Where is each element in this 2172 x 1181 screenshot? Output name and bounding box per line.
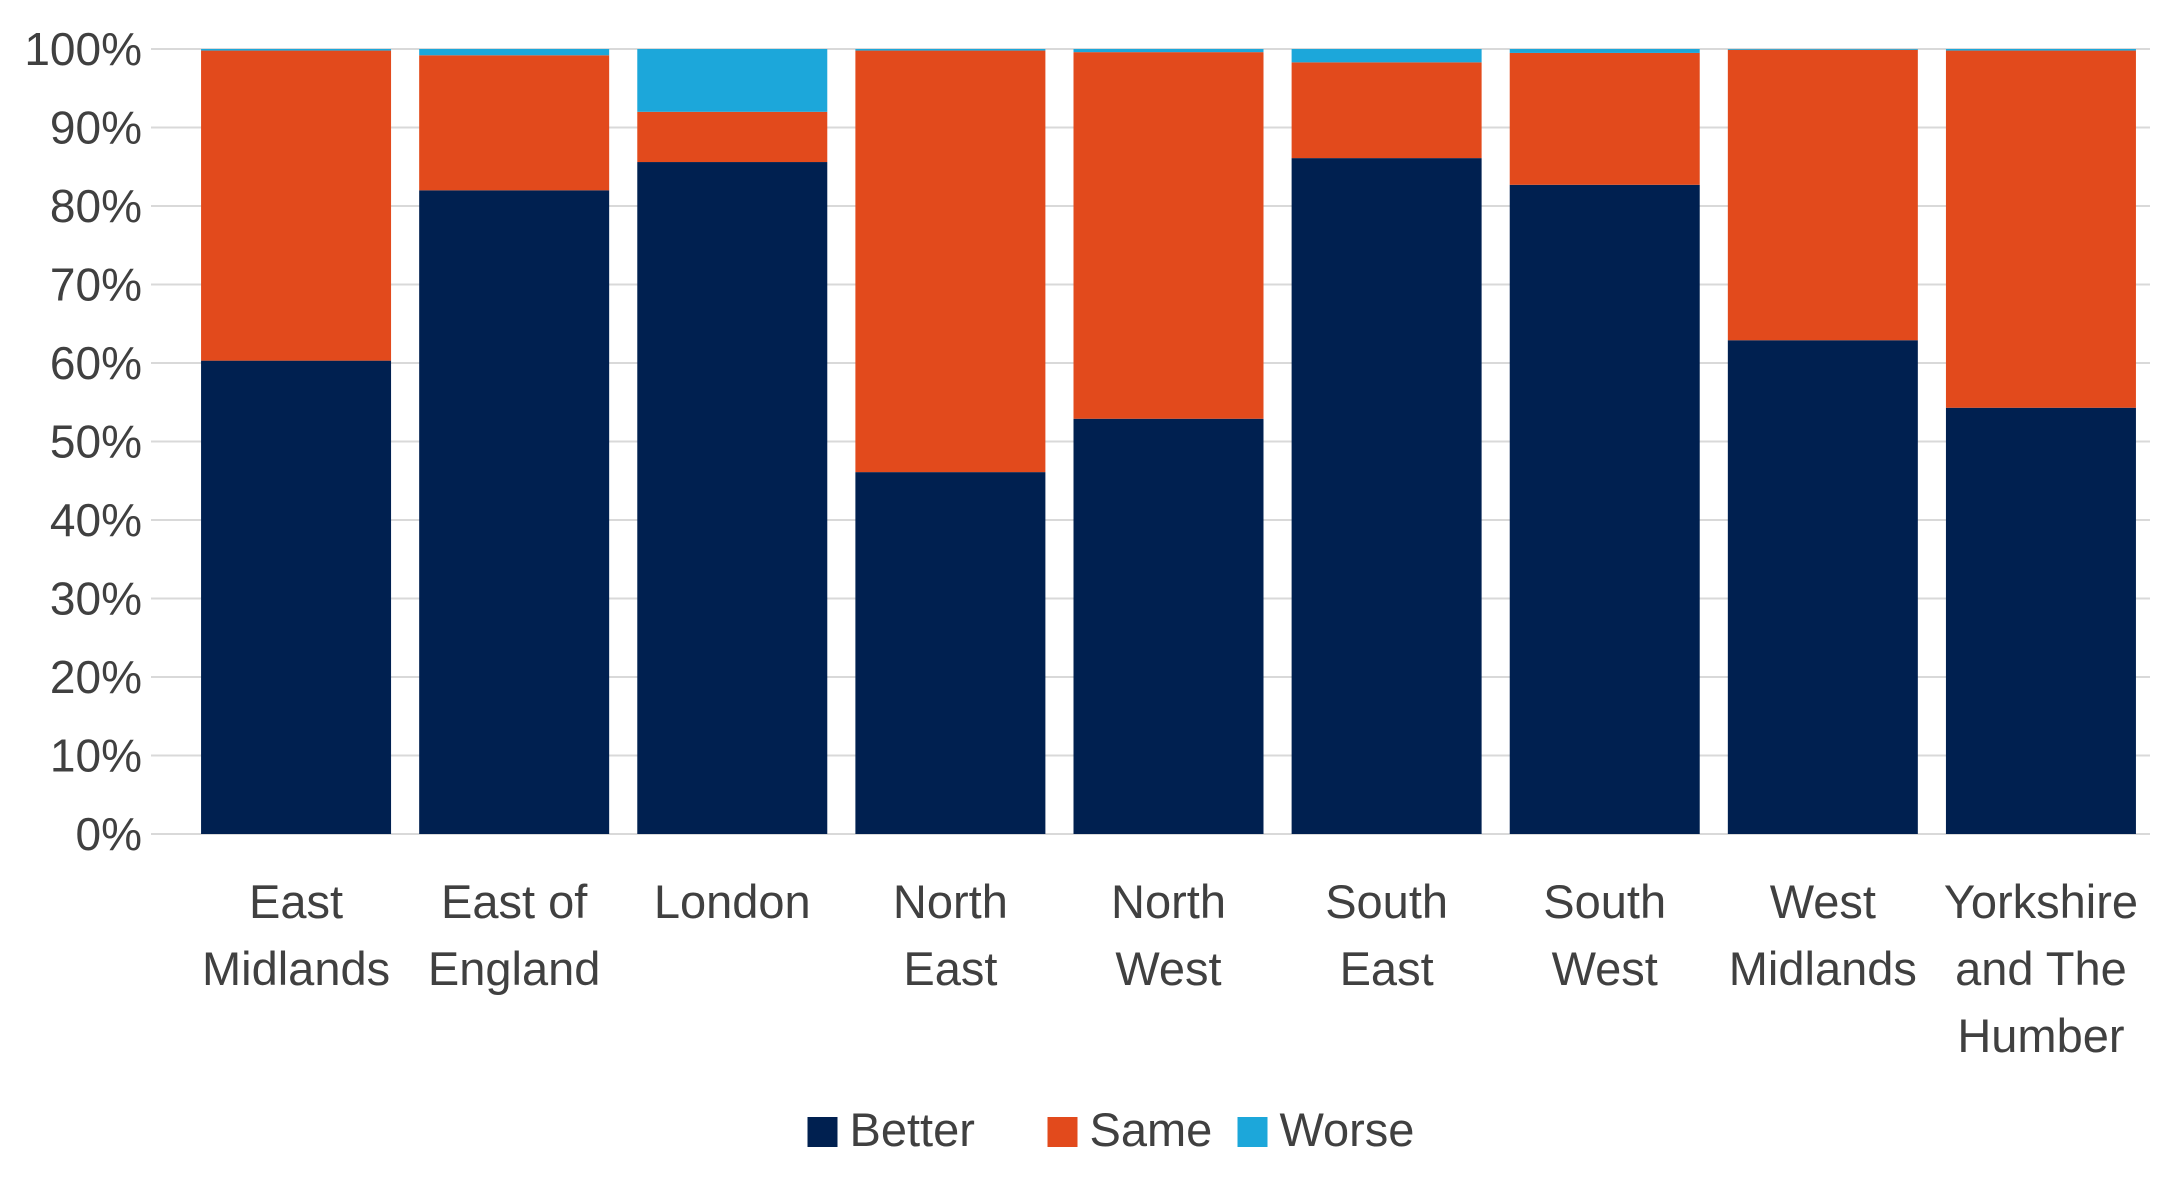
legend-swatch-worse — [1237, 1117, 1268, 1147]
bar-segment-same — [1945, 50, 2136, 408]
bar-segment-worse — [637, 49, 828, 112]
y-tick-label: 60% — [50, 337, 142, 389]
bar-segment-worse — [1727, 49, 1918, 50]
x-category-label: England — [428, 942, 601, 995]
bar-segment-better — [1509, 184, 1700, 834]
bar-segment-worse — [201, 49, 392, 51]
bar-segment-same — [1509, 52, 1700, 185]
y-tick-label: 70% — [50, 259, 142, 311]
y-tick-label: 30% — [50, 573, 142, 625]
bars — [201, 49, 2136, 835]
x-category-label: West — [1552, 942, 1658, 995]
x-category-label: East of — [441, 875, 588, 928]
bar-segment-same — [855, 50, 1046, 473]
x-category-label: London — [654, 875, 811, 928]
x-category-label: and The — [1955, 942, 2127, 995]
y-tick-label: 0% — [76, 808, 142, 860]
y-tick-label: 100% — [24, 23, 142, 75]
bar-segment-better — [637, 162, 828, 835]
x-category-label: East — [1340, 942, 1434, 995]
bar-segment-better — [1945, 407, 2136, 834]
x-category-label: Midlands — [1729, 942, 1917, 995]
legend-label-worse: Worse — [1280, 1103, 1415, 1156]
bar-segment-same — [1727, 49, 1918, 341]
bar-segment-better — [1291, 158, 1482, 835]
x-category-label: Humber — [1957, 1009, 2124, 1062]
x-axis-labels: East Midlands East of England London North Eas… — [202, 875, 2138, 1062]
x-category-label: South — [1325, 875, 1448, 928]
legend: Better Same Worse — [807, 1103, 1415, 1156]
y-axis: 0% 10% 20% 30% 40% 50% 60% 70% 80% 90% 100% — [24, 23, 142, 860]
bar-segment-better — [1073, 418, 1264, 834]
bar-segment-better — [419, 190, 610, 835]
y-tick-label: 80% — [50, 180, 142, 232]
legend-swatch-better — [807, 1117, 838, 1147]
x-category-label: North — [1111, 875, 1226, 928]
bar-segment-worse — [1945, 49, 2136, 51]
legend-label-same: Same — [1090, 1103, 1213, 1156]
y-tick-label: 20% — [50, 651, 142, 703]
bar-segment-better — [1727, 340, 1918, 834]
bar-segment-same — [637, 111, 828, 163]
x-category-label: East — [903, 942, 997, 995]
bar-segment-worse — [1073, 49, 1264, 53]
x-category-label: West — [1770, 875, 1876, 928]
bar-segment-worse — [855, 49, 1046, 51]
x-category-label: Midlands — [202, 942, 390, 995]
y-tick-label: 50% — [50, 416, 142, 468]
bar-segment-worse — [1509, 49, 1700, 53]
x-category-label: Yorkshire — [1944, 875, 2138, 928]
legend-swatch-same — [1047, 1117, 1078, 1147]
legend-label-better: Better — [850, 1103, 975, 1156]
x-category-label: North — [893, 875, 1008, 928]
bar-segment-same — [1291, 62, 1482, 159]
y-tick-label: 10% — [50, 730, 142, 782]
bar-segment-worse — [419, 49, 610, 56]
bar-segment-better — [201, 360, 392, 834]
bar-segment-same — [1073, 52, 1264, 419]
bar-segment-same — [419, 55, 610, 191]
x-category-label: East — [249, 875, 343, 928]
bar-segment-better — [855, 472, 1046, 834]
y-tick-label: 40% — [50, 494, 142, 546]
y-tick-label: 90% — [50, 102, 142, 154]
bar-segment-same — [201, 50, 392, 361]
x-category-label: West — [1115, 942, 1221, 995]
bar-segment-worse — [1291, 49, 1482, 63]
x-category-label: South — [1543, 875, 1666, 928]
